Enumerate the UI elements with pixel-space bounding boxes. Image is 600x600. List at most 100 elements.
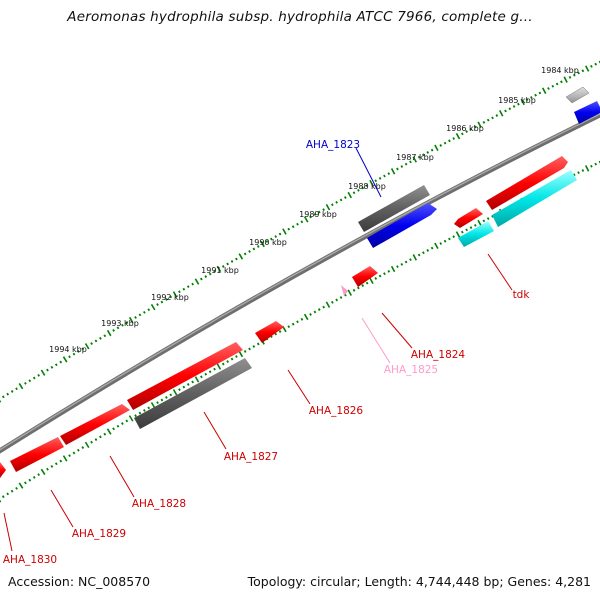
kbp-label: 1984 kbp [541,66,579,75]
tick-mark [1,395,5,399]
tick-mark [194,376,200,383]
tick-mark [68,454,71,458]
tick-mark [24,382,27,385]
gene-arrow-ahu1825 [341,285,348,296]
tick-mark [54,462,58,466]
gene-arrow-ahu1823 [367,203,437,248]
tick-mark [147,308,151,312]
tick-mark [512,105,516,108]
tick-mark [430,148,434,152]
tick-mark [422,251,425,255]
tick-mark [81,446,85,449]
gene-arrow-blue-top [574,101,600,124]
gene-label: AHA_1827 [224,451,278,463]
tick-mark [594,62,598,66]
gene-arrow-ahu1829 [10,437,64,472]
tick-mark [469,226,473,230]
tick-mark [584,165,590,172]
tick-mark [482,219,486,223]
tick-mark [128,415,134,422]
tick-mark [125,419,129,423]
tick-mark [547,87,550,90]
tick-mark [270,237,273,241]
tick-mark [121,422,124,425]
tick-mark [317,308,321,311]
tick-mark [508,107,512,111]
tick-mark [282,228,287,235]
tick-mark [182,385,186,389]
tick-mark [50,365,54,369]
tick-mark [128,316,134,324]
tick-mark [213,270,216,273]
tick-mark [412,254,418,261]
gene-arrow-ahu1823-gray [358,185,430,232]
tick-mark [256,245,260,248]
gene-label-group: AHA_1823 AHA_1824 AHA_1825 AHA_1826 AHA_1827… [3,139,530,566]
tick-mark [452,137,456,140]
kbp-label-group: 1984 kbp 1985 kbp 1986 kbp 1987 kbp 1988 kbp… [49,66,579,354]
tick-mark [10,390,14,393]
gene-arrow-gray-top [565,86,590,104]
kbp-label: 1990 kbp [249,238,287,247]
tick-mark [62,356,68,363]
tick-mark [404,260,408,264]
kbp-label: 1992 kbp [151,293,189,302]
tick-mark [443,141,447,145]
tick-mark [134,414,137,418]
gene-arrow-ahu1827-gray [134,358,252,429]
tick-mark [335,200,338,204]
tick-mark [584,65,590,72]
tick-mark [577,71,580,75]
tick-rings [0,60,600,503]
tick-mark [72,451,76,455]
tick-mark [422,153,425,157]
tick-mark [361,186,365,190]
tick-mark [18,382,24,390]
tick-mark [54,363,58,367]
tick-mark [6,492,10,496]
tick-mark [116,424,120,428]
tick-mark [452,235,455,239]
tick-mark [572,73,576,77]
tick-mark [572,173,576,177]
tick-mark [504,109,507,113]
tick-mark [430,246,434,250]
tick-mark [90,440,93,444]
tick-mark [18,482,24,489]
tick-mark [235,355,238,358]
tick-mark [551,84,555,88]
gene-arrows [0,86,600,478]
tick-mark [400,262,404,266]
tick-mark [278,232,282,236]
tick-mark [99,435,102,439]
tick-mark [530,96,533,99]
tick-mark [274,332,277,336]
tick-mark [37,473,40,477]
tick-mark [252,345,256,348]
tick-mark [278,330,282,333]
tick-mark [461,132,464,136]
tick-mark [77,350,80,353]
tick-mark [287,227,291,231]
tick-mark [520,98,525,106]
tick-mark [396,265,399,269]
tick-mark [194,278,200,285]
tick-mark [32,475,36,479]
tick-mark [200,375,203,379]
tick-mark [112,329,115,332]
gene-label: tdk [513,289,531,301]
tick-mark [581,169,585,172]
tick-mark [296,320,299,324]
tick-mark [538,91,542,95]
tick-mark [208,272,212,276]
gene-label: AHA_1823 [306,139,360,151]
tick-mark [448,237,451,241]
tick-mark [68,355,71,359]
tick-mark [486,217,490,221]
tick-mark [417,253,421,257]
tick-mark [37,373,40,377]
tick-mark [160,300,164,304]
tick-mark [230,260,234,263]
tick-mark [455,231,461,238]
tick-mark [238,253,244,260]
